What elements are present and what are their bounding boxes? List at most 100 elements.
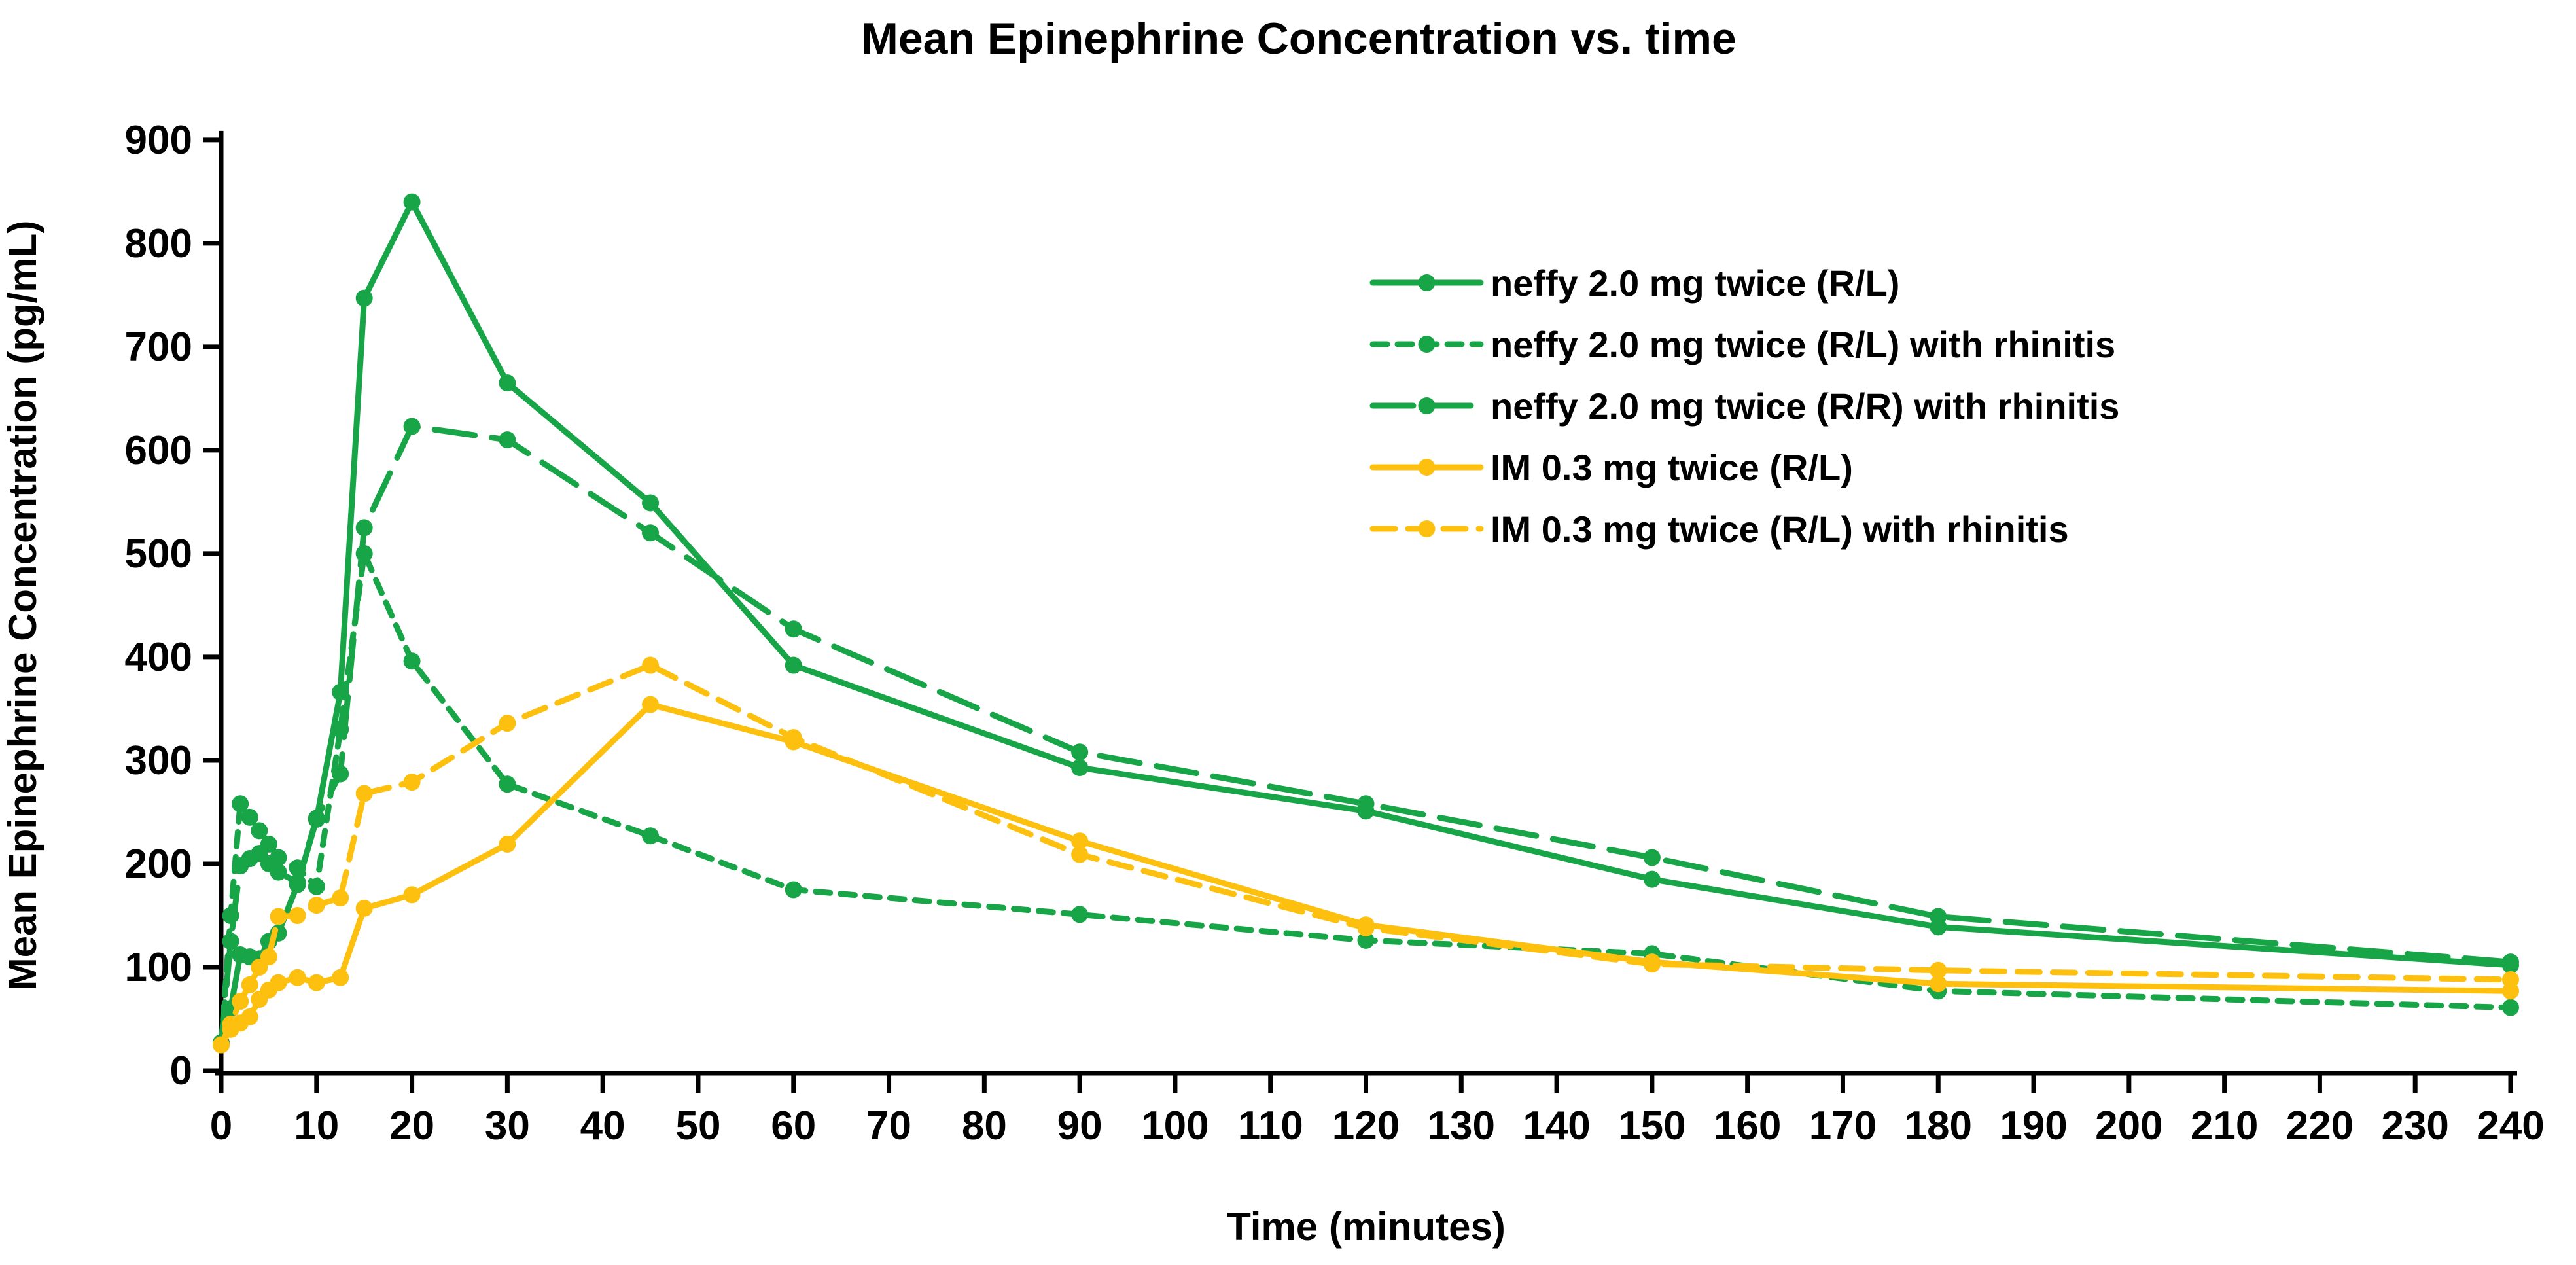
data-point [642,494,660,512]
data-point [403,418,421,435]
x-tick-label: 10 [294,1103,339,1149]
chart-legend: neffy 2.0 mg twice (R/L) neffy 2.0 mg twi… [1369,262,2119,550]
data-point [1930,908,1947,925]
data-point [1357,919,1375,936]
x-tick-label: 110 [1238,1103,1303,1149]
series-im-0-3-mg-twice-r-l [213,696,2519,1054]
x-tick-label: 180 [1905,1103,1972,1149]
data-point [270,974,287,991]
legend-marker [1418,459,1436,476]
axes: 0 100 200 300 400 500 600 700 800 900 0 10 20 30 40 50 6… [125,118,2545,1149]
data-point [332,765,349,783]
y-tick-label: 800 [125,221,192,266]
data-point [355,519,373,537]
chart-title: Mean Epinephrine Concentration vs. time [861,14,1737,63]
data-point [2502,999,2519,1016]
x-tick-label: 210 [2191,1103,2258,1149]
data-point [499,431,516,449]
data-point [241,976,258,993]
data-point [1643,870,1661,888]
data-point [1071,906,1089,923]
y-tick-label: 500 [125,531,192,577]
data-point [1357,795,1375,813]
data-point [2502,971,2519,988]
legend-item-neffy-2-0-mg-twice-r-r-with-rhinitis: neffy 2.0 mg twice (R/R) with rhinitis [1369,385,2119,427]
data-point [785,881,802,899]
data-point [403,886,421,904]
x-tick-label: 0 [210,1103,232,1149]
data-point [1071,832,1089,850]
data-point [499,835,516,853]
data-point [222,933,239,950]
y-tick-label: 700 [125,325,192,370]
x-tick-label: 160 [1714,1103,1781,1149]
data-point [308,897,325,914]
legend-label: neffy 2.0 mg twice (R/L) [1491,262,1899,304]
x-tick-label: 70 [866,1103,911,1149]
data-point [403,774,421,791]
y-tick-label: 100 [125,945,192,990]
data-point [289,874,306,891]
series-line [218,423,2514,1046]
x-tick-label: 230 [2381,1103,2448,1149]
data-point [232,795,249,813]
data-point [403,193,421,211]
x-tick-label: 50 [675,1103,720,1149]
data-point [785,620,802,638]
x-tick-label: 30 [485,1103,530,1149]
x-tick-label: 140 [1523,1103,1590,1149]
series-neffy-2-0-mg-twice-r-r-with-rhinitis [213,418,2519,1052]
data-point [1071,759,1089,777]
data-point [241,1008,258,1025]
x-tick-label: 80 [962,1103,1007,1149]
y-tick-label: 300 [125,738,192,783]
x-tick-label: 150 [1618,1103,1685,1149]
data-point [308,974,325,991]
data-point [332,969,349,986]
data-point [251,822,268,840]
data-point [499,374,516,392]
data-point [1930,961,1947,979]
data-point [785,656,802,674]
y-tick-label: 200 [125,842,192,887]
legend-item-im-0-3-mg-twice-r-l: IM 0.3 mg twice (R/L) [1369,447,1853,488]
data-point [232,993,249,1010]
y-tick-label: 400 [125,635,192,680]
data-point [355,289,373,307]
data-point [499,715,516,732]
data-series [213,193,2519,1054]
x-tick-label: 40 [580,1103,626,1149]
legend-item-neffy-2-0-mg-twice-r-l: neffy 2.0 mg twice (R/L) [1369,262,1899,304]
data-point [308,810,325,827]
data-point [785,729,802,747]
legend-marker [1418,520,1436,537]
data-point [222,1015,239,1033]
data-point [260,948,277,966]
data-point [642,827,660,845]
data-point [1930,975,1947,993]
series-line [218,702,2514,1048]
data-point [499,775,516,793]
x-tick-label: 200 [2095,1103,2162,1149]
x-tick-label: 20 [389,1103,434,1149]
legend-item-neffy-2-0-mg-twice-r-l-with-rhinitis: neffy 2.0 mg twice (R/L) with rhinitis [1369,324,2115,365]
data-point [270,863,287,881]
legend-label: neffy 2.0 mg twice (R/L) with rhinitis [1491,324,2115,365]
y-tick-label: 600 [125,428,192,473]
data-point [289,969,306,986]
data-point [2502,953,2519,971]
legend-marker [1418,336,1436,353]
x-tick-label: 220 [2286,1103,2354,1149]
data-point [241,808,258,826]
legend-label: neffy 2.0 mg twice (R/R) with rhinitis [1491,385,2119,427]
data-point [289,906,306,924]
data-point [270,908,287,925]
data-point [1357,931,1375,949]
legend-marker [1418,397,1436,414]
y-tick-label: 0 [170,1048,192,1094]
legend-marker [1418,274,1436,291]
x-tick-label: 190 [2000,1103,2067,1149]
data-point [308,878,325,895]
